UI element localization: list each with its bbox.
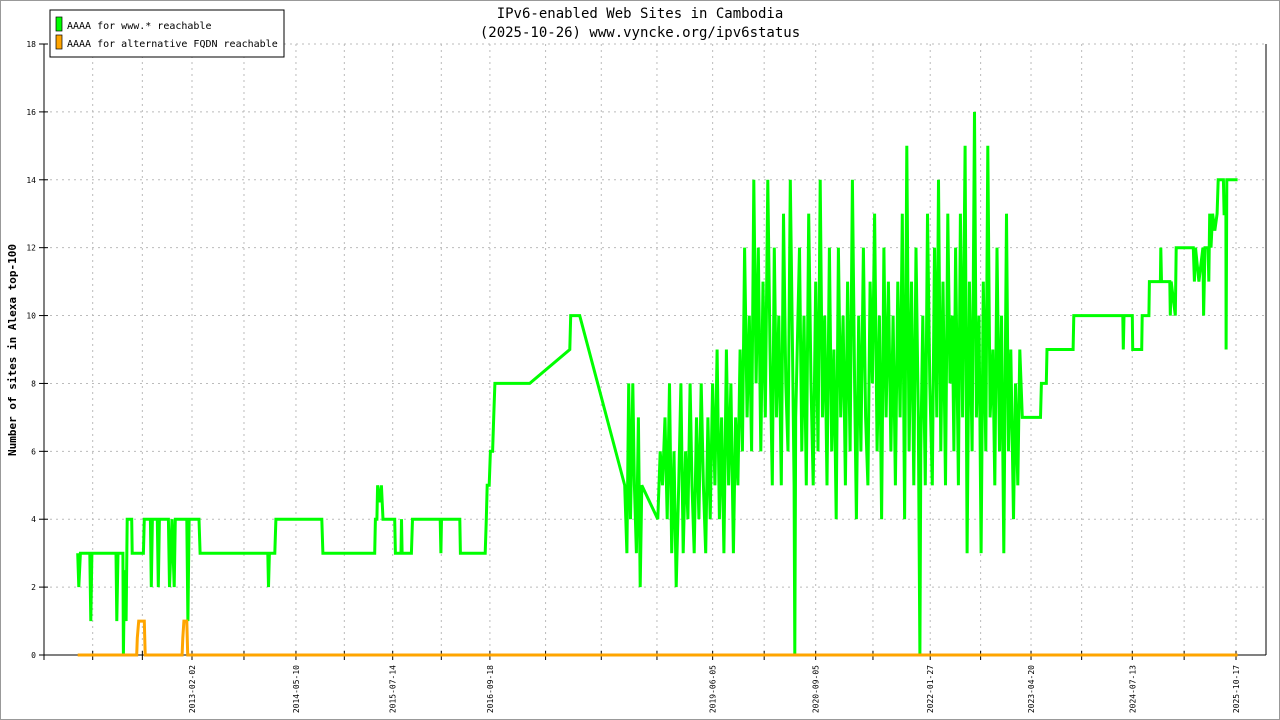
legend: AAAA for www.* reachable AAAA for altern… bbox=[49, 9, 285, 58]
legend-label-alt-fqdn: AAAA for alternative FQDN reachable bbox=[67, 39, 278, 50]
gridlines bbox=[44, 43, 1266, 656]
x-tick-label: 2015-07-14 bbox=[389, 665, 398, 713]
y-tick-label: 18 bbox=[26, 40, 36, 49]
y-tick-label: 12 bbox=[26, 244, 36, 253]
y-tick-label: 8 bbox=[31, 379, 36, 388]
series-line-www bbox=[76, 111, 1238, 656]
x-tick-label: 2024-07-13 bbox=[1128, 665, 1137, 713]
y-tick-label: 14 bbox=[26, 176, 36, 185]
y-tick-label: 2 bbox=[31, 583, 36, 592]
chart-title: IPv6-enabled Web Sites in Cambodia bbox=[497, 6, 784, 22]
y-tick-label: 6 bbox=[31, 447, 36, 456]
y-tick-label: 0 bbox=[31, 651, 36, 660]
chart-subtitle: (2025-10-26) www.vyncke.org/ipv6status bbox=[480, 25, 800, 41]
x-tick-label: 2022-01-27 bbox=[926, 665, 935, 713]
y-axis-label: Number of sites in Alexa top-100 bbox=[6, 244, 19, 456]
y-tick-label: 16 bbox=[26, 108, 36, 117]
y-tick-label: 4 bbox=[31, 515, 36, 524]
axes: 2013-02-02 2014-05-10 2015-07-14 2016-09-18… bbox=[26, 40, 1267, 713]
legend-swatch-www bbox=[55, 16, 63, 32]
x-tick-label: 2019-06-05 bbox=[709, 665, 718, 713]
y-tick-label: 10 bbox=[26, 312, 36, 321]
series-lines bbox=[76, 111, 1238, 657]
x-tick-label: 2014-05-10 bbox=[292, 665, 301, 713]
x-tick-label: 2020-09-05 bbox=[812, 665, 821, 713]
x-tick-label: 2016-09-18 bbox=[486, 665, 495, 713]
x-tick-label: 2025-10-17 bbox=[1232, 665, 1241, 713]
legend-swatch-alt-fqdn bbox=[55, 34, 63, 50]
x-tick-label: 2023-04-20 bbox=[1027, 665, 1036, 713]
series-line-alt-fqdn bbox=[77, 619, 1238, 657]
x-tick-label: 2013-02-02 bbox=[188, 665, 197, 713]
legend-label-www: AAAA for www.* reachable bbox=[67, 21, 212, 32]
